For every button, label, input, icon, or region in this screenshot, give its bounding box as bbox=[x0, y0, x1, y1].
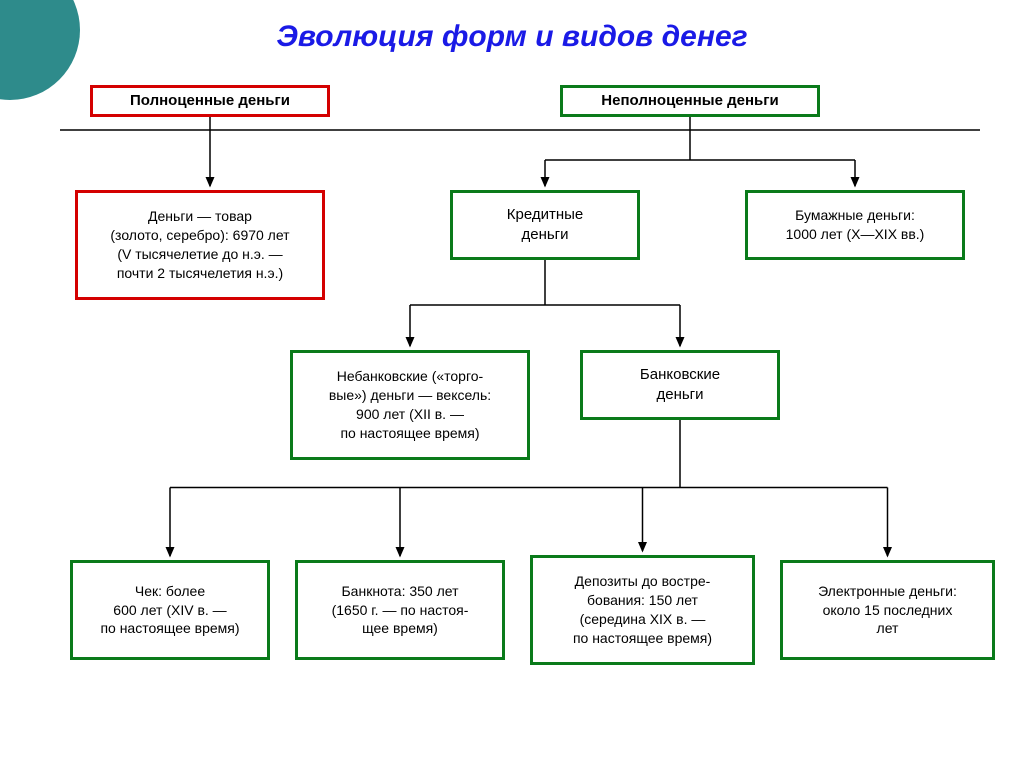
box-banknote: Банкнота: 350 лет(1650 г. — по настоя-ще… bbox=[295, 560, 505, 660]
box-electronic: Электронные деньги:около 15 последнихлет bbox=[780, 560, 995, 660]
box-full_money: Полноценные деньги bbox=[90, 85, 330, 117]
box-check: Чек: более600 лет (XIV в. —по настоящее … bbox=[70, 560, 270, 660]
page-title: Эволюция форм и видов денег bbox=[0, 0, 1024, 54]
box-deposit: Депозиты до востре-бования: 150 лет(сере… bbox=[530, 555, 755, 665]
box-bank: Банковскиеденьги bbox=[580, 350, 780, 420]
box-credit: Кредитныеденьги bbox=[450, 190, 640, 260]
box-nonbank: Небанковские («торго-вые») деньги — векс… bbox=[290, 350, 530, 460]
box-partial_money: Неполноценные деньги bbox=[560, 85, 820, 117]
box-paper: Бумажные деньги:1000 лет (X—XIX вв.) bbox=[745, 190, 965, 260]
box-goods: Деньги — товар(золото, серебро): 6970 ле… bbox=[75, 190, 325, 300]
